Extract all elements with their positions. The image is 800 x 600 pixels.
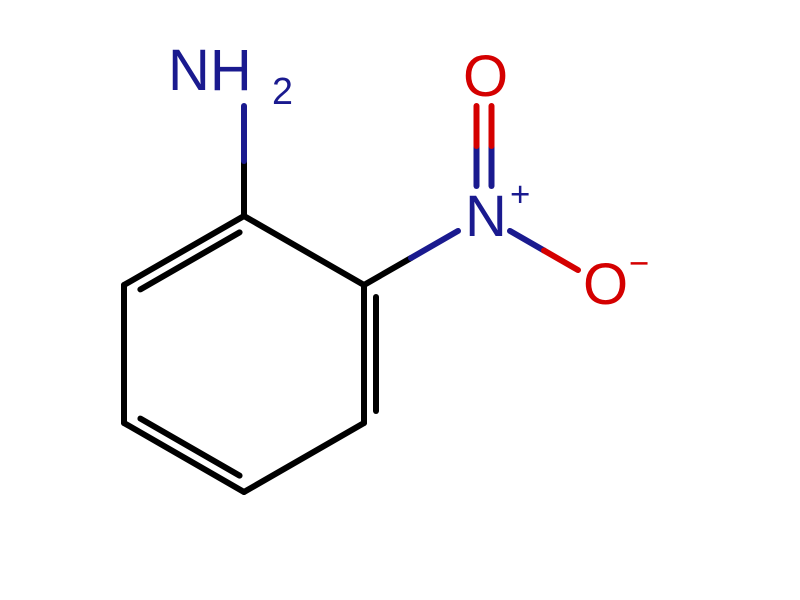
bond-C1-C2	[244, 216, 364, 285]
bond-C2-C3	[364, 285, 376, 423]
atom-label-N2: N	[465, 184, 507, 249]
bond-C3-C4	[244, 423, 364, 492]
bond-C6-C1	[124, 216, 244, 289]
bond-C2-N2	[364, 231, 458, 285]
bond-N2-O1	[477, 106, 492, 186]
atom-sub-N1: 2	[272, 70, 293, 112]
atom-sup-O2: −	[629, 244, 649, 283]
bond-N2-O2	[510, 231, 578, 270]
molecule-diagram: NH2N+OO−	[0, 0, 800, 600]
atom-label-N1: NH	[168, 38, 252, 103]
atom-label-O1: O	[463, 44, 508, 109]
atom-label-O2: O	[583, 252, 628, 317]
atom-sup-N2: +	[510, 175, 530, 214]
bond-C4-C5	[124, 419, 244, 492]
